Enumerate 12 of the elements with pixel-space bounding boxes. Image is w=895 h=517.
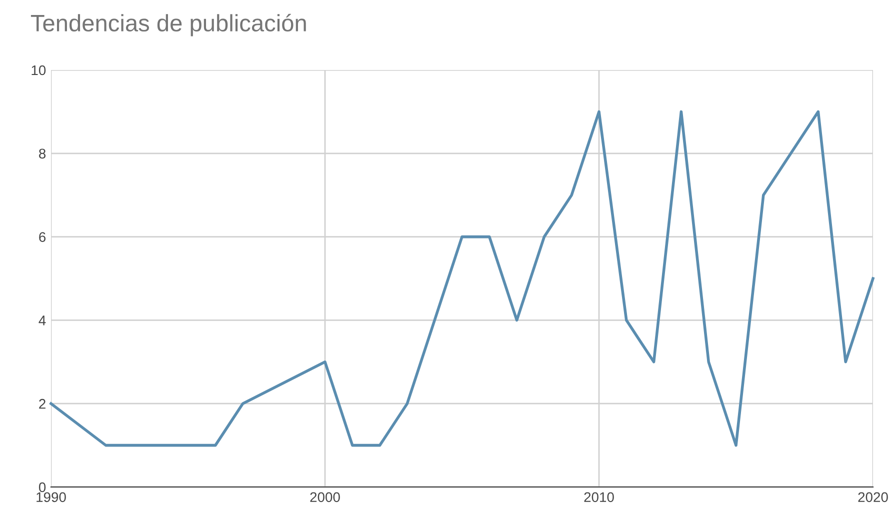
- y-tick-label: 0: [38, 482, 46, 492]
- y-tick-label: 4: [38, 316, 46, 326]
- x-tick-label: 1990: [36, 492, 66, 502]
- y-tick-label: 2: [39, 398, 46, 409]
- y-tick-label: 8: [39, 148, 46, 159]
- x-tick-label: 2010: [584, 492, 614, 502]
- y-tick-label: 6: [39, 232, 46, 242]
- line-series: [50, 110, 874, 447]
- x-tick-label: 2000: [310, 492, 340, 502]
- x-tick-label: 2020: [858, 492, 888, 502]
- y-tick-label: 10: [32, 65, 46, 76]
- chart-title: Tendencias de publicación: [30, 14, 306, 36]
